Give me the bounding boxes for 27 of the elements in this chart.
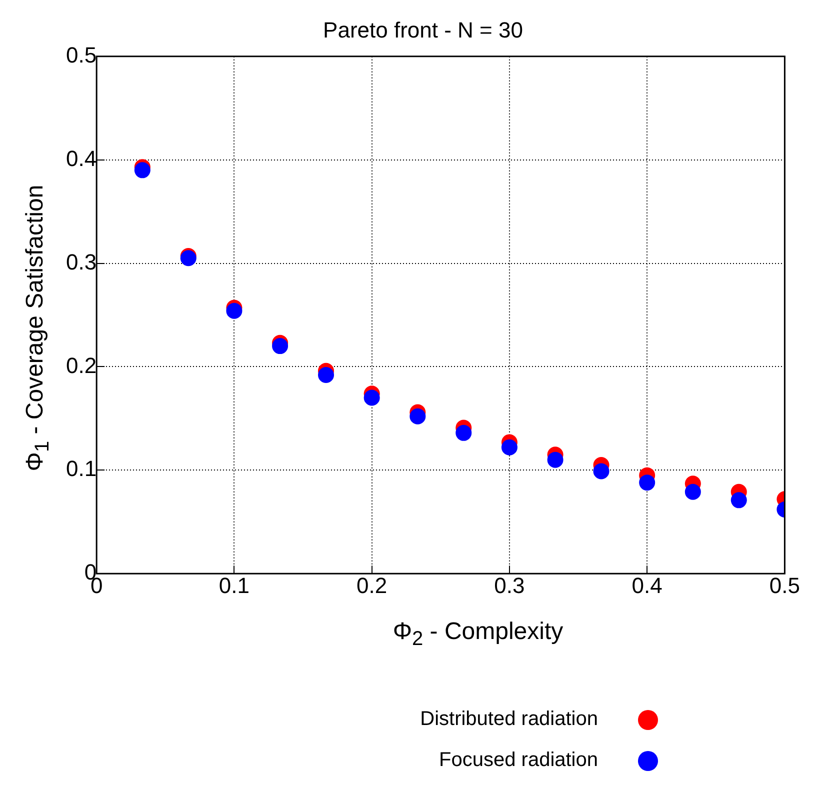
legend-label: Distributed radiation [420, 708, 598, 731]
x-tick-label: 0.5 [769, 572, 800, 598]
y-tick-label: 0.3 [66, 249, 97, 274]
point [547, 452, 564, 468]
point [318, 366, 334, 383]
point [364, 390, 380, 406]
x-tick-label: 0.4 [632, 572, 662, 598]
y-tick-label: 0.2 [66, 352, 97, 378]
point [501, 439, 518, 456]
point [272, 338, 288, 354]
point [410, 408, 426, 424]
point [134, 162, 150, 178]
y-tick-label: 0.1 [66, 456, 97, 482]
x-tick-label: 0.1 [218, 572, 250, 598]
point [684, 484, 701, 500]
point [730, 492, 747, 508]
x-tick-label: 0.2 [356, 572, 388, 598]
legend-label: Focused radiation [439, 749, 598, 772]
point [639, 474, 656, 491]
chart-title: Pareto front - N = 30 [323, 17, 523, 42]
x-axis-title: Φ$_{2}$ - Complexity [392, 618, 564, 651]
y-tick-label: 0.5 [66, 42, 97, 68]
point [226, 302, 242, 319]
y-tick-label: 0.4 [66, 146, 97, 171]
x-tick-label: 0.3 [494, 572, 525, 598]
point [456, 424, 472, 441]
point [593, 463, 610, 480]
